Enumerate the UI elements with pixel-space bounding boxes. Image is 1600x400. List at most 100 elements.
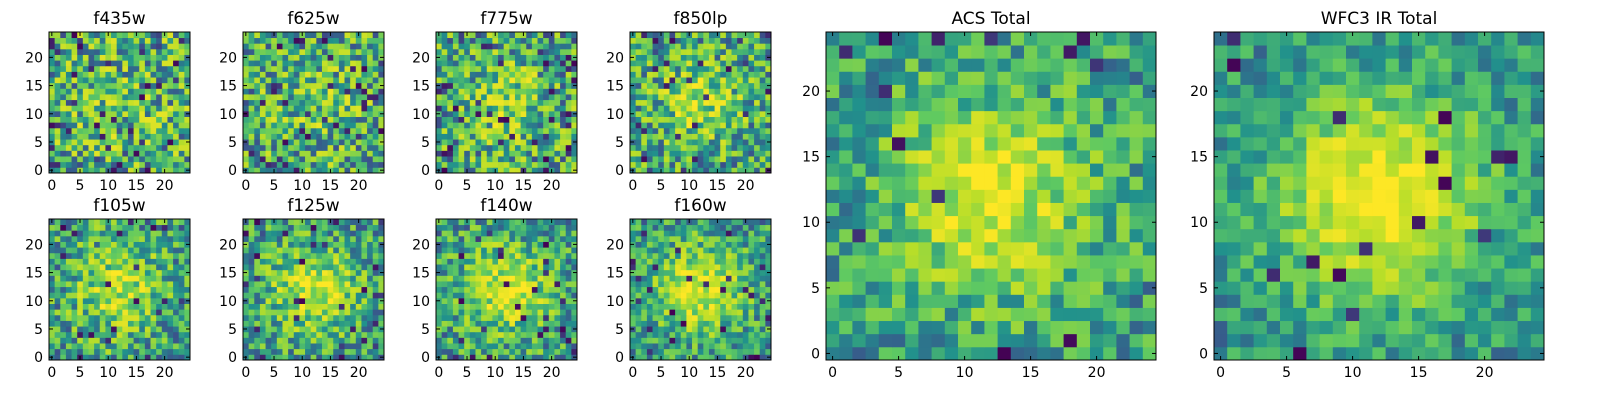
heatmap-cell <box>669 82 676 89</box>
heatmap-cell <box>686 99 693 106</box>
heatmap-cell <box>184 65 191 72</box>
heatmap-cell <box>133 133 140 140</box>
heatmap-cell <box>299 65 306 72</box>
heatmap-cell <box>133 99 140 106</box>
heatmap-cell <box>99 32 106 39</box>
heatmap-cell <box>310 43 317 50</box>
heatmap-cell <box>703 348 710 355</box>
heatmap-cell <box>139 258 146 265</box>
heatmap-cell <box>492 343 499 350</box>
heatmap-cell <box>184 303 191 310</box>
heatmap-cell <box>469 37 476 44</box>
heatmap-cell <box>316 230 323 237</box>
heatmap-cell <box>305 71 312 78</box>
y-tick-label: 10 <box>412 294 430 310</box>
heatmap-cell <box>350 37 357 44</box>
heatmap-cell <box>486 156 493 163</box>
heatmap-cell <box>725 88 732 95</box>
heatmap-cell <box>139 224 146 231</box>
heatmap-cell <box>82 286 89 293</box>
heatmap-cell <box>344 269 351 276</box>
heatmap-cell <box>509 219 516 226</box>
heatmap-cell <box>737 88 744 95</box>
heatmap-cell <box>333 354 340 361</box>
heatmap-cell <box>254 269 261 276</box>
heatmap-cell <box>327 105 334 112</box>
heatmap-cell <box>127 252 134 259</box>
heatmap-cell <box>288 337 295 344</box>
heatmap-cell <box>60 241 67 248</box>
heatmap-cell <box>554 99 561 106</box>
heatmap-cell <box>88 331 95 338</box>
heatmap-cell <box>288 161 295 168</box>
heatmap-cell <box>161 331 168 338</box>
heatmap-cell <box>560 326 567 333</box>
heatmap-cell <box>344 297 351 304</box>
heatmap-cell <box>464 286 471 293</box>
heatmap-cell <box>150 230 157 237</box>
heatmap-cell <box>49 43 56 50</box>
heatmap-cell <box>71 150 78 157</box>
heatmap-cell <box>276 122 283 129</box>
heatmap-cell <box>503 167 510 174</box>
heatmap-cell <box>686 71 693 78</box>
heatmap-cell <box>703 354 710 361</box>
heatmap-cell <box>686 150 693 157</box>
heatmap-cell <box>464 48 471 55</box>
heatmap-cell <box>105 269 112 276</box>
heatmap-cell <box>759 297 766 304</box>
heatmap-cell <box>543 337 550 344</box>
heatmap-cell <box>560 275 567 282</box>
heatmap-cell <box>156 77 163 84</box>
heatmap-cell <box>49 314 56 321</box>
heatmap-cell <box>571 247 578 254</box>
heatmap-cell <box>243 343 250 350</box>
heatmap-cell <box>293 88 300 95</box>
heatmap-cell <box>565 269 572 276</box>
heatmap-cell <box>310 37 317 44</box>
heatmap-cell <box>321 241 328 248</box>
heatmap-cell <box>271 77 278 84</box>
heatmap-cell <box>742 156 749 163</box>
heatmap-cell <box>133 65 140 72</box>
heatmap-cell <box>754 150 761 157</box>
heatmap-cell <box>720 343 727 350</box>
heatmap-cell <box>288 303 295 310</box>
heatmap-cell <box>372 82 379 89</box>
heatmap-cell <box>475 275 482 282</box>
heatmap-cell <box>288 77 295 84</box>
heatmap-cell <box>299 48 306 55</box>
heatmap-cell <box>635 43 642 50</box>
x-tick-label: 0 <box>241 178 250 194</box>
heatmap-cell <box>65 77 72 84</box>
heatmap-cell <box>144 139 151 146</box>
heatmap-cell <box>646 94 653 101</box>
heatmap-cell <box>669 37 676 44</box>
heatmap-cell <box>475 258 482 265</box>
heatmap-cell <box>481 127 488 134</box>
heatmap-cell <box>452 60 459 67</box>
heatmap-cell <box>531 122 538 129</box>
heatmap-cell <box>503 314 510 321</box>
heatmap-cell <box>99 82 106 89</box>
heatmap-cell <box>133 275 140 282</box>
heatmap-cell <box>49 156 56 163</box>
heatmap-cell <box>452 150 459 157</box>
heatmap-cell <box>531 348 538 355</box>
heatmap-cell <box>675 309 682 316</box>
heatmap-cell <box>82 139 89 146</box>
heatmap-cell <box>464 235 471 242</box>
heatmap-cell <box>54 161 61 168</box>
heatmap-cell <box>338 303 345 310</box>
heatmap-cell <box>248 241 255 248</box>
heatmap-cell <box>248 144 255 151</box>
heatmap-cell <box>708 167 715 174</box>
heatmap-cell <box>71 241 78 248</box>
heatmap-cell <box>737 348 744 355</box>
heatmap-cell <box>321 269 328 276</box>
heatmap-cell <box>184 150 191 157</box>
heatmap-cell <box>571 133 578 140</box>
heatmap-cell <box>537 43 544 50</box>
heatmap-cell <box>248 230 255 237</box>
heatmap-cell <box>82 252 89 259</box>
